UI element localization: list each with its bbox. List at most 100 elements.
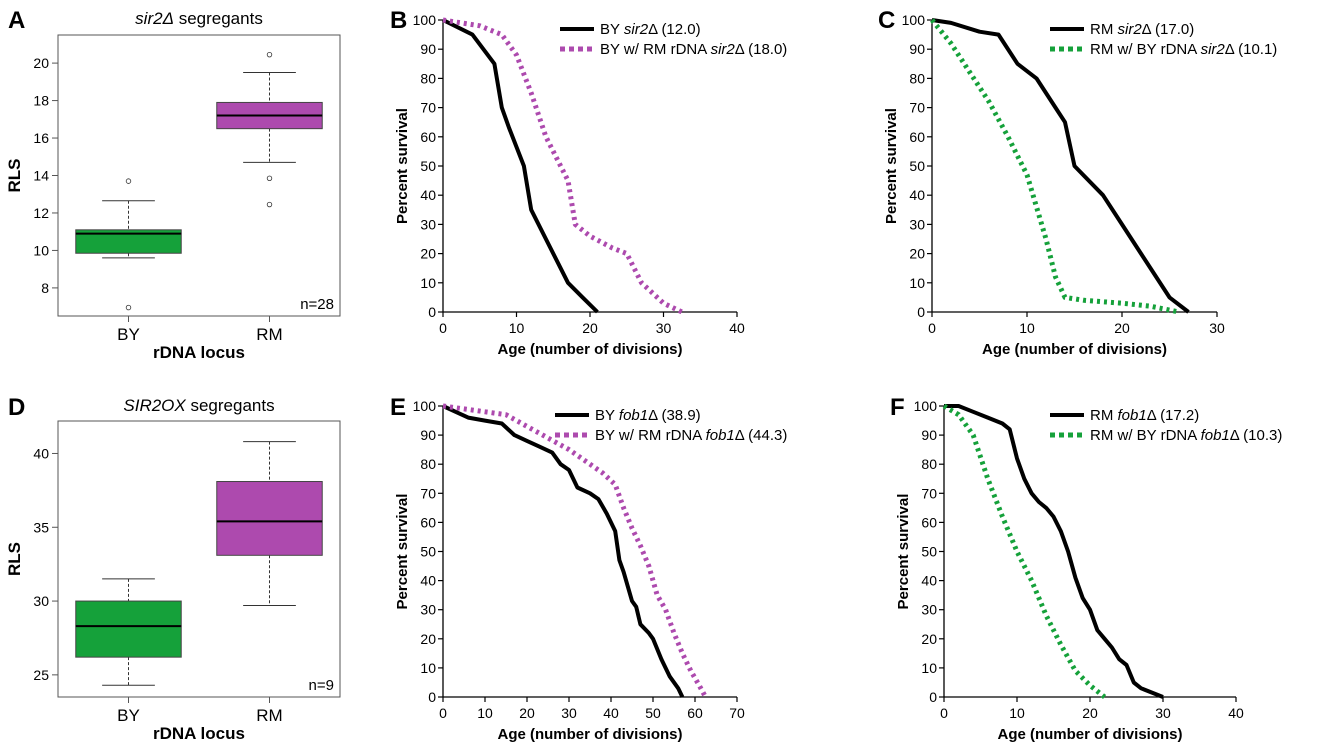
panel-title-rest: segregants [186,396,275,415]
x-axis-label: Age (number of divisions) [997,726,1182,743]
x-axis-label: rDNA locus [153,724,245,743]
n-label: n=9 [309,677,334,694]
x-tick-label: 30 [561,705,577,721]
y-tick-label: 60 [921,514,937,530]
panel-E: E 0 10 20 30 40 50 60 70 80 90 100 0 10 20 30 40 50 60 70 Ag… [390,394,787,743]
legend-label-1: BY sir2Δ (12.0) [600,21,701,38]
legend-text-part: RM [1090,21,1118,38]
x-tick-label: RM [256,706,282,725]
survival-curve-2 [442,403,708,699]
panel-D: D SIR2OX segregants 25 30 35 40 BY RM n=9 rDNA lo… [5,394,341,743]
x-tick-label: BY [117,325,140,344]
x-axis-label: Age (number of divisions) [497,341,682,358]
legend-label-1: BY fob1Δ (38.9) [595,407,701,424]
y-tick-label: 20 [33,55,49,71]
legend-text-part: Δ (17.0) [1142,21,1195,38]
panel-title-italic: sir2Δ [135,9,174,28]
plot-frame [57,34,341,317]
outlier-point [125,304,132,311]
survival-curve-1 [442,404,685,698]
y-tick-label: 0 [428,689,436,705]
x-tick-label: 40 [603,705,619,721]
survival-curve-1 [944,404,1164,699]
legend-text-part: Δ (38.9) [648,407,701,424]
x-tick-label: 20 [519,705,535,721]
y-tick-label: 10 [420,660,436,676]
x-tick-label: 30 [1209,320,1225,336]
y-tick-label: 40 [420,573,436,589]
y-tick-label: 90 [921,427,937,443]
x-tick-label: 0 [928,320,936,336]
y-tick-label: 20 [420,631,436,647]
y-tick-label: 40 [909,187,925,203]
legend-text-part: BY [595,407,619,424]
y-tick-label: 100 [914,398,938,414]
y-tick-label: 0 [428,304,436,320]
x-tick-label: 70 [729,705,745,721]
x-tick-label: 30 [656,320,672,336]
y-tick-label: 20 [420,246,436,262]
y-tick-label: 30 [33,593,49,609]
y-tick-label: 100 [902,12,926,28]
y-axis-label: Percent survival [394,494,411,610]
y-tick-label: 18 [33,93,49,109]
panel-label: D [8,394,25,421]
y-tick-label: 60 [420,514,436,530]
survival-curve-2 [930,18,1180,315]
legend-label-2: BY w/ RM rDNA sir2Δ (18.0) [600,41,787,58]
legend-label-1: RM fob1Δ (17.2) [1090,407,1199,424]
x-tick-label: 20 [1082,705,1098,721]
y-tick-label: 14 [33,168,49,184]
y-tick-label: 25 [33,667,49,683]
y-tick-label: 10 [33,242,49,258]
y-tick-label: 80 [420,70,436,86]
y-tick-label: 50 [420,158,436,174]
x-tick-label: 60 [687,705,703,721]
box-RM [216,481,323,556]
panel-label: B [390,7,407,34]
x-tick-label: 50 [645,705,661,721]
y-tick-label: 70 [909,100,925,116]
y-tick-label: 70 [420,485,436,501]
x-tick-label: 10 [477,705,493,721]
y-tick-label: 20 [909,246,925,262]
y-axis-label: RLS [5,159,24,193]
outlier-point [266,51,273,58]
panel-title: SIR2OX segregants [123,396,274,415]
y-tick-label: 70 [921,485,937,501]
y-tick-label: 30 [921,602,937,618]
y-tick-label: 30 [420,216,436,232]
y-tick-label: 40 [33,445,49,461]
legend-text-part: BY w/ RM rDNA [600,41,711,58]
y-tick-label: 80 [909,70,925,86]
legend-text-part: Δ (18.0) [735,41,788,58]
panel-C: C 0 10 20 30 40 50 60 70 80 90 100 0 10 20 30 Age (numbe… [878,7,1277,358]
x-tick-label: 20 [582,320,598,336]
panel-title: sir2Δ segregants [135,9,263,28]
legend-text-italic: fob1 [619,407,648,424]
x-tick-label: 40 [729,320,745,336]
y-tick-label: 60 [420,129,436,145]
y-axis-label: Percent survival [394,108,411,224]
x-tick-label: 0 [439,705,447,721]
y-tick-label: 100 [413,398,437,414]
y-tick-label: 90 [909,41,925,57]
panel-label: F [890,394,905,421]
panel-F: F 0 10 20 30 40 50 60 70 80 90 100 0 10 20 30 40 Age (num… [890,394,1282,743]
y-tick-label: 30 [909,216,925,232]
y-tick-label: 70 [420,100,436,116]
legend-text-italic: sir2 [624,21,649,38]
legend-label-2: RM w/ BY rDNA fob1Δ (10.3) [1090,427,1282,444]
y-tick-label: 10 [921,660,937,676]
legend-text-italic: fob1 [1201,427,1230,444]
y-tick-label: 0 [929,689,937,705]
y-axis-label: Percent survival [895,494,912,610]
y-tick-label: 80 [921,456,937,472]
box-BY [75,600,182,658]
y-tick-label: 35 [33,519,49,535]
plot-frame [57,420,341,698]
panel-label: C [878,7,895,34]
y-tick-label: 50 [909,158,925,174]
